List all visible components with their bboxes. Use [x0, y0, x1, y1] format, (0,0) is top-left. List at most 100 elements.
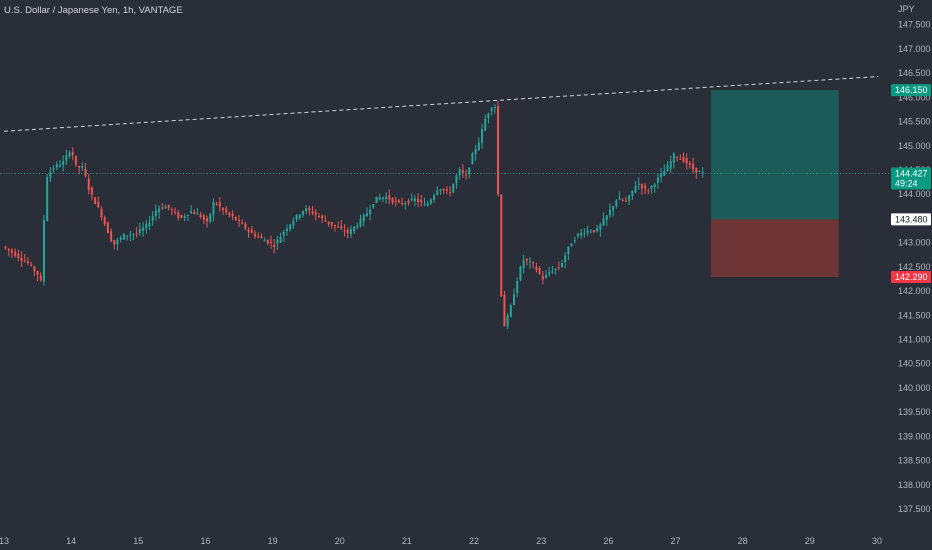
candle	[46, 173, 49, 222]
candle	[362, 213, 365, 227]
candle	[26, 256, 29, 266]
candle	[413, 194, 416, 207]
trendline-layer[interactable]	[3, 76, 879, 132]
candle	[289, 223, 292, 232]
candle	[391, 197, 394, 205]
time-tick-label: 20	[335, 536, 345, 546]
candle	[97, 196, 100, 209]
candle	[158, 205, 161, 219]
candle	[586, 225, 589, 237]
candle	[260, 233, 263, 239]
candle	[234, 216, 237, 222]
trendline[interactable]	[3, 76, 879, 132]
candle	[650, 185, 653, 194]
candle	[602, 212, 605, 227]
candle	[295, 214, 298, 223]
candle	[129, 230, 132, 242]
candle	[285, 224, 288, 236]
candle	[381, 196, 384, 203]
candle	[100, 206, 103, 221]
svg-text:143.480: 143.480	[895, 214, 928, 224]
candle	[170, 207, 173, 216]
candle	[465, 169, 468, 180]
candle	[343, 224, 346, 237]
candle	[154, 204, 157, 221]
candle	[30, 261, 33, 267]
candle	[401, 197, 404, 207]
stop-price-badge: 142.290	[891, 271, 931, 284]
position-zones[interactable]	[711, 90, 839, 278]
candle	[87, 173, 90, 195]
candle	[621, 198, 624, 202]
candle	[138, 222, 141, 236]
candle	[500, 193, 503, 298]
chart-title: U.S. Dollar / Japanese Yen, 1h, VANTAGE	[4, 5, 183, 16]
candle	[541, 271, 544, 285]
candle	[199, 212, 202, 219]
svg-text:142.290: 142.290	[895, 272, 928, 282]
candle	[420, 195, 423, 207]
price-tick-label: 145.000	[898, 141, 931, 151]
candle	[164, 204, 167, 209]
candle	[484, 114, 487, 132]
time-tick-label: 19	[268, 536, 278, 546]
candle	[276, 235, 279, 250]
candle	[628, 194, 631, 205]
price-tick-label: 141.500	[898, 310, 931, 320]
candle	[148, 216, 151, 231]
candle	[225, 206, 228, 215]
time-tick-label: 15	[133, 536, 143, 546]
candle	[493, 104, 496, 114]
candle	[583, 228, 586, 238]
price-tick-label: 137.500	[898, 504, 931, 514]
candle	[525, 258, 528, 266]
candle	[308, 205, 311, 216]
time-tick-label: 30	[872, 536, 882, 546]
time-tick-label: 22	[469, 536, 479, 546]
candle	[672, 152, 675, 169]
candle	[385, 192, 388, 204]
candle	[333, 224, 336, 232]
candle	[228, 211, 231, 218]
candle	[618, 191, 621, 200]
candle	[103, 215, 106, 227]
candle	[65, 149, 68, 165]
candle	[218, 197, 221, 212]
price-tick-label: 139.500	[898, 407, 931, 417]
candle	[209, 213, 212, 224]
svg-text:49:24: 49:24	[895, 179, 918, 189]
candle	[244, 221, 247, 231]
candle	[529, 257, 532, 269]
candle	[640, 183, 643, 195]
candle	[247, 227, 250, 239]
profit-zone[interactable]	[711, 90, 839, 220]
candle	[497, 100, 500, 197]
candle	[215, 201, 218, 206]
candle	[36, 270, 39, 282]
candle	[481, 123, 484, 149]
candle	[506, 313, 509, 330]
candle	[317, 213, 320, 219]
time-axis[interactable]: 13 14 15 16 19 20 21 22 23 26 27 28 29 30	[0, 536, 882, 546]
candle	[701, 167, 704, 178]
entry-price-badge: 143.480	[891, 213, 931, 226]
candle	[270, 235, 273, 249]
candle	[647, 188, 650, 195]
loss-zone[interactable]	[711, 219, 839, 278]
candle	[471, 151, 474, 165]
candle	[429, 197, 432, 205]
candle	[177, 210, 180, 221]
price-tick-label: 142.000	[898, 286, 931, 296]
candle	[576, 233, 579, 239]
candle	[132, 233, 135, 241]
candle	[676, 156, 679, 162]
price-tick-label: 140.500	[898, 359, 931, 369]
candle	[122, 233, 125, 240]
price-tick-label: 144.000	[898, 189, 931, 199]
candle	[570, 242, 573, 247]
candle	[634, 181, 637, 194]
candle	[321, 214, 324, 224]
